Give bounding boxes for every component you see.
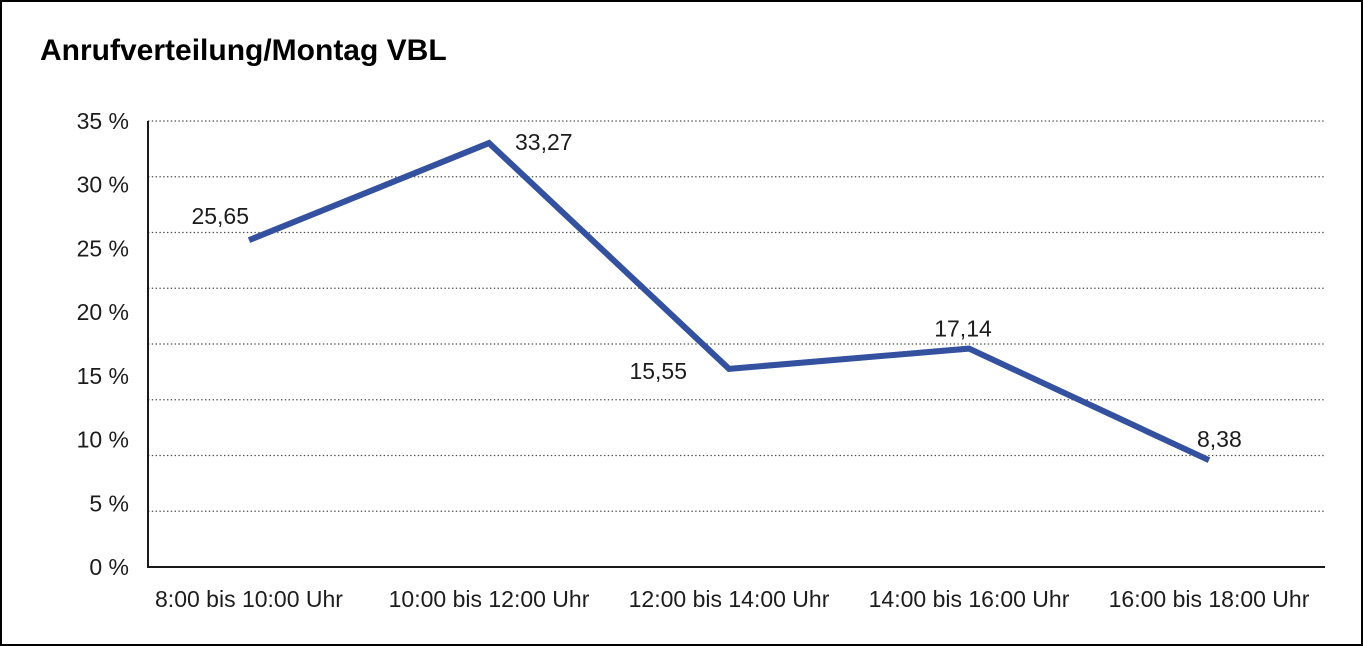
y-axis-tick-label: 10 % xyxy=(77,427,129,453)
x-axis-category-label: 12:00 bis 14:00 Uhr xyxy=(629,586,830,612)
chart-title: Anrufverteilung/Montag VBL xyxy=(40,34,447,67)
y-axis-tick-label: 20 % xyxy=(77,299,129,325)
data-line xyxy=(247,139,1211,463)
data-point-label: 17,14 xyxy=(934,316,992,342)
y-axis-tick-label: 30 % xyxy=(77,172,129,198)
y-axis-tick-label: 5 % xyxy=(89,490,129,516)
x-axis-category-label: 10:00 bis 12:00 Uhr xyxy=(389,586,590,612)
x-axis-category-label: 8:00 bis 10:00 Uhr xyxy=(155,586,343,612)
x-axis-category-label: 14:00 bis 16:00 Uhr xyxy=(869,586,1070,612)
y-axis-tick-label: 15 % xyxy=(77,363,129,389)
y-axis-tick-label: 25 % xyxy=(77,235,129,261)
data-point-label: 33,27 xyxy=(515,129,573,155)
data-point-label: 8,38 xyxy=(1197,426,1242,452)
data-point-label: 15,55 xyxy=(629,358,687,384)
y-axis-tick-label: 0 % xyxy=(89,554,129,580)
y-axis-tick-label: 35 % xyxy=(77,108,129,134)
x-axis-category-label: 16:00 bis 18:00 Uhr xyxy=(1109,586,1310,612)
data-point-label: 25,65 xyxy=(191,203,249,229)
